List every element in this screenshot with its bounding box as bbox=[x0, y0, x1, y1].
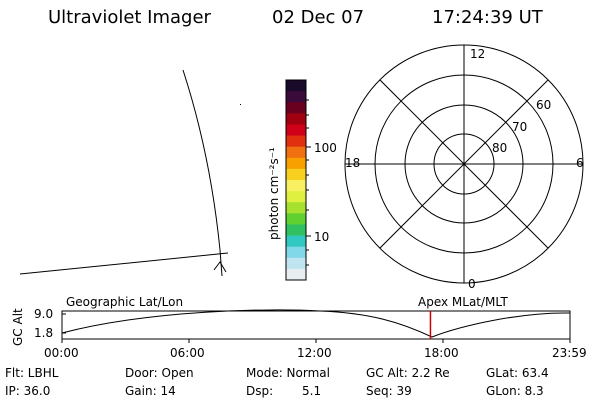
color-tick-10: 10 bbox=[314, 230, 330, 244]
color-scale-frame bbox=[285, 79, 307, 281]
geographic-map bbox=[19, 69, 241, 277]
strip-left-title: Geographic Lat/Lon bbox=[66, 295, 184, 309]
polar-plot bbox=[344, 44, 584, 284]
altitude-curve bbox=[61, 309, 571, 338]
map-dot bbox=[240, 104, 241, 105]
color-scale-bar bbox=[286, 80, 306, 281]
color-band bbox=[286, 113, 306, 125]
info-filter: Flt: LBHL bbox=[5, 366, 59, 380]
info-dsp-value: 5.1 bbox=[302, 384, 322, 398]
info-ip: IP: 36.0 bbox=[5, 384, 51, 398]
color-band bbox=[286, 224, 306, 237]
strip-ticks bbox=[61, 313, 571, 343]
time-label: 17:24:39 UT bbox=[432, 7, 543, 28]
coastline-hook bbox=[213, 261, 227, 273]
info-glon: GLon: 8.3 bbox=[486, 384, 544, 398]
color-band bbox=[286, 213, 306, 225]
color-tick-100: 100 bbox=[314, 141, 337, 155]
polar-label-18: 18 bbox=[345, 156, 361, 170]
strip-right-title: Apex MLat/MLT bbox=[418, 295, 508, 309]
info-door: Door: Open bbox=[125, 366, 194, 380]
strip-frame bbox=[61, 310, 571, 340]
info-mode: Mode: Normal bbox=[246, 366, 330, 380]
polar-diagonal-2 bbox=[379, 79, 549, 249]
strip-ytick-1-8: 1.8 bbox=[34, 326, 54, 340]
color-band bbox=[286, 80, 306, 92]
polar-lat-80: 80 bbox=[492, 141, 508, 155]
info-dsp: Dsp: bbox=[246, 384, 274, 398]
color-band bbox=[286, 257, 306, 270]
strip-ytick-9: 9.0 bbox=[34, 307, 54, 321]
info-gain: Gain: 14 bbox=[125, 384, 176, 398]
color-band bbox=[286, 268, 306, 281]
color-band bbox=[286, 124, 306, 137]
info-seq: Seq: 39 bbox=[366, 384, 412, 398]
color-band bbox=[286, 91, 306, 103]
color-scale-ticks bbox=[306, 99, 311, 266]
altitude-strip-chart bbox=[61, 309, 571, 343]
color-band bbox=[286, 235, 306, 248]
strip-xtick-0000: 00:00 bbox=[44, 346, 79, 360]
info-gc-alt: GC Alt: 2.2 Re bbox=[366, 366, 450, 380]
polar-label-12: 12 bbox=[470, 47, 486, 61]
date-label: 02 Dec 07 bbox=[272, 7, 365, 28]
polar-label-0: 0 bbox=[468, 277, 476, 291]
color-band bbox=[286, 191, 306, 203]
color-band bbox=[286, 246, 306, 259]
coastline-line bbox=[182, 69, 223, 277]
strip-xtick-1200: 12:00 bbox=[297, 346, 332, 360]
color-band bbox=[286, 180, 306, 192]
color-band bbox=[286, 202, 306, 214]
color-band bbox=[286, 168, 306, 181]
color-band bbox=[286, 157, 306, 170]
strip-ylabel: GC Alt bbox=[11, 308, 25, 346]
color-band bbox=[286, 146, 306, 159]
map-boundary-line bbox=[19, 252, 229, 275]
color-band bbox=[286, 102, 306, 114]
strip-xtick-1800: 18:00 bbox=[424, 346, 459, 360]
polar-lat-60: 60 bbox=[536, 98, 552, 112]
info-glat: GLat: 63.4 bbox=[486, 366, 549, 380]
color-scale-unit: photon cm⁻²s⁻¹ bbox=[267, 147, 281, 240]
strip-xtick-0600: 06:00 bbox=[170, 346, 205, 360]
strip-xtick-2359: 23:59 bbox=[552, 346, 587, 360]
app-title: Ultraviolet Imager bbox=[48, 7, 211, 28]
color-band bbox=[286, 135, 306, 148]
polar-lat-70: 70 bbox=[512, 120, 528, 134]
polar-label-6: 6 bbox=[576, 156, 584, 170]
